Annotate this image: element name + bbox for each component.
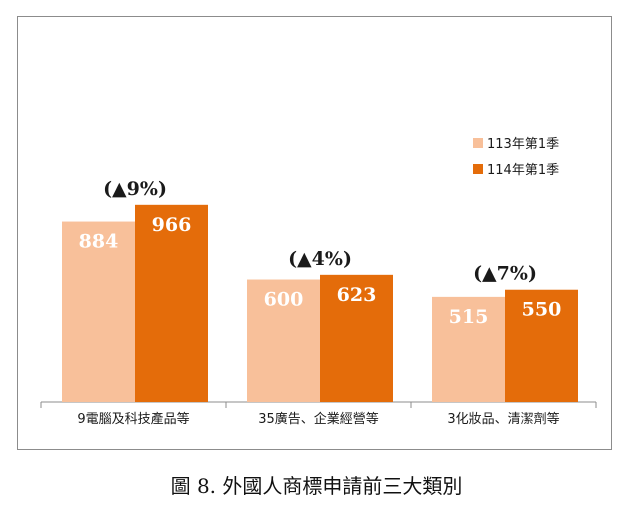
bar-value-label: 550 [522,299,562,321]
legend-label: 113年第1季 [487,137,559,152]
bar [62,221,135,402]
bar-value-label: 600 [264,289,304,311]
change-label: (▲9%) [103,178,167,200]
bar-value-label: 623 [337,284,377,306]
legend-swatch [473,138,483,148]
bar [505,289,578,402]
bar [432,296,505,402]
category-label: 3化妝品、清潔劑等 [447,411,559,427]
legend-label: 114年第1季 [487,163,559,178]
figure-caption: 圖 8. 外國人商標申請前三大類別 [170,474,463,498]
change-label: (▲4%) [288,248,352,270]
category-label: 9電腦及科技產品等 [77,411,189,427]
bar [247,279,320,402]
bar-value-label: 966 [152,214,192,236]
legend-swatch [473,164,483,174]
bar [320,274,393,402]
change-label: (▲7%) [473,263,537,285]
chart-frame: 884 966 (▲9%) 9電腦及科技產品等 600 623 (▲4%) 35廣告、企業經營… [17,16,612,450]
bar-value-label: 884 [79,231,119,253]
category-label: 35廣告、企業經營等 [258,411,379,427]
bar [135,204,208,402]
bar-chart: 884 966 (▲9%) 9電腦及科技產品等 600 623 (▲4%) 35廣告、企業經營… [40,137,597,427]
bar-value-label: 515 [449,306,489,328]
